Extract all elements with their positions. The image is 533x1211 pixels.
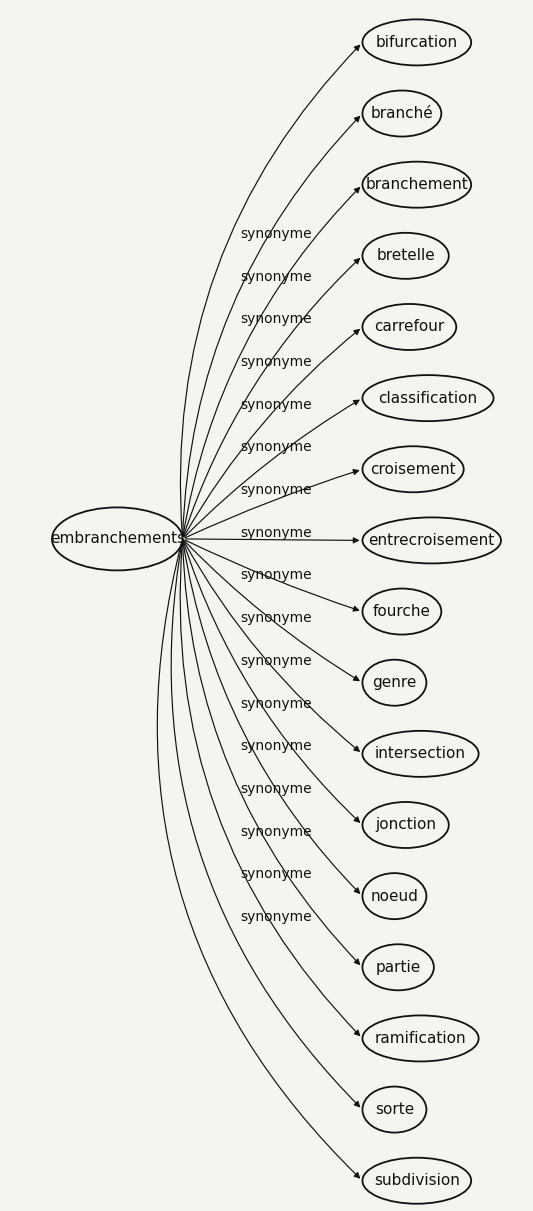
Text: embranchements: embranchements <box>50 532 185 546</box>
Text: entrecroisement: entrecroisement <box>369 533 495 547</box>
FancyArrowPatch shape <box>185 540 359 612</box>
Text: intersection: intersection <box>375 746 466 762</box>
FancyArrowPatch shape <box>184 329 359 536</box>
Text: partie: partie <box>376 960 421 975</box>
FancyArrowPatch shape <box>183 541 359 822</box>
FancyArrowPatch shape <box>180 45 360 536</box>
Text: carrefour: carrefour <box>374 320 445 334</box>
FancyArrowPatch shape <box>185 538 358 543</box>
FancyArrowPatch shape <box>180 541 360 1035</box>
Text: branchement: branchement <box>366 177 468 193</box>
Text: synonyme: synonyme <box>240 696 312 711</box>
Text: synonyme: synonyme <box>240 825 312 838</box>
Text: fourche: fourche <box>373 604 431 619</box>
Text: synonyme: synonyme <box>240 226 312 241</box>
Text: genre: genre <box>372 676 417 690</box>
FancyArrowPatch shape <box>184 541 359 681</box>
FancyArrowPatch shape <box>183 541 360 894</box>
Text: synonyme: synonyme <box>240 867 312 882</box>
Text: ramification: ramification <box>375 1031 466 1046</box>
FancyArrowPatch shape <box>183 188 360 536</box>
Text: synonyme: synonyme <box>240 782 312 796</box>
Text: synonyme: synonyme <box>240 654 312 668</box>
Text: synonyme: synonyme <box>240 612 312 625</box>
FancyArrowPatch shape <box>184 541 359 751</box>
Text: synonyme: synonyme <box>240 526 312 540</box>
Text: croisement: croisement <box>370 461 456 477</box>
Text: classification: classification <box>378 391 478 406</box>
Text: synonyme: synonyme <box>240 355 312 369</box>
FancyArrowPatch shape <box>184 400 359 536</box>
FancyArrowPatch shape <box>183 259 359 536</box>
FancyArrowPatch shape <box>171 541 360 1107</box>
Text: synonyme: synonyme <box>240 909 312 924</box>
Text: noeud: noeud <box>370 889 418 903</box>
Text: synonyme: synonyme <box>240 270 312 283</box>
Text: synonyme: synonyme <box>240 483 312 497</box>
Text: synonyme: synonyme <box>240 397 312 412</box>
FancyArrowPatch shape <box>185 470 359 538</box>
Text: synonyme: synonyme <box>240 739 312 753</box>
FancyArrowPatch shape <box>183 541 360 964</box>
FancyArrowPatch shape <box>157 541 359 1178</box>
Text: synonyme: synonyme <box>240 312 312 327</box>
Text: jonction: jonction <box>375 817 436 832</box>
Text: subdivision: subdivision <box>374 1173 460 1188</box>
Text: bifurcation: bifurcation <box>376 35 458 50</box>
Text: synonyme: synonyme <box>240 568 312 582</box>
Text: synonyme: synonyme <box>240 441 312 454</box>
Text: branché: branché <box>370 107 433 121</box>
Text: sorte: sorte <box>375 1102 414 1117</box>
FancyArrowPatch shape <box>183 116 360 536</box>
Text: bretelle: bretelle <box>376 248 435 263</box>
